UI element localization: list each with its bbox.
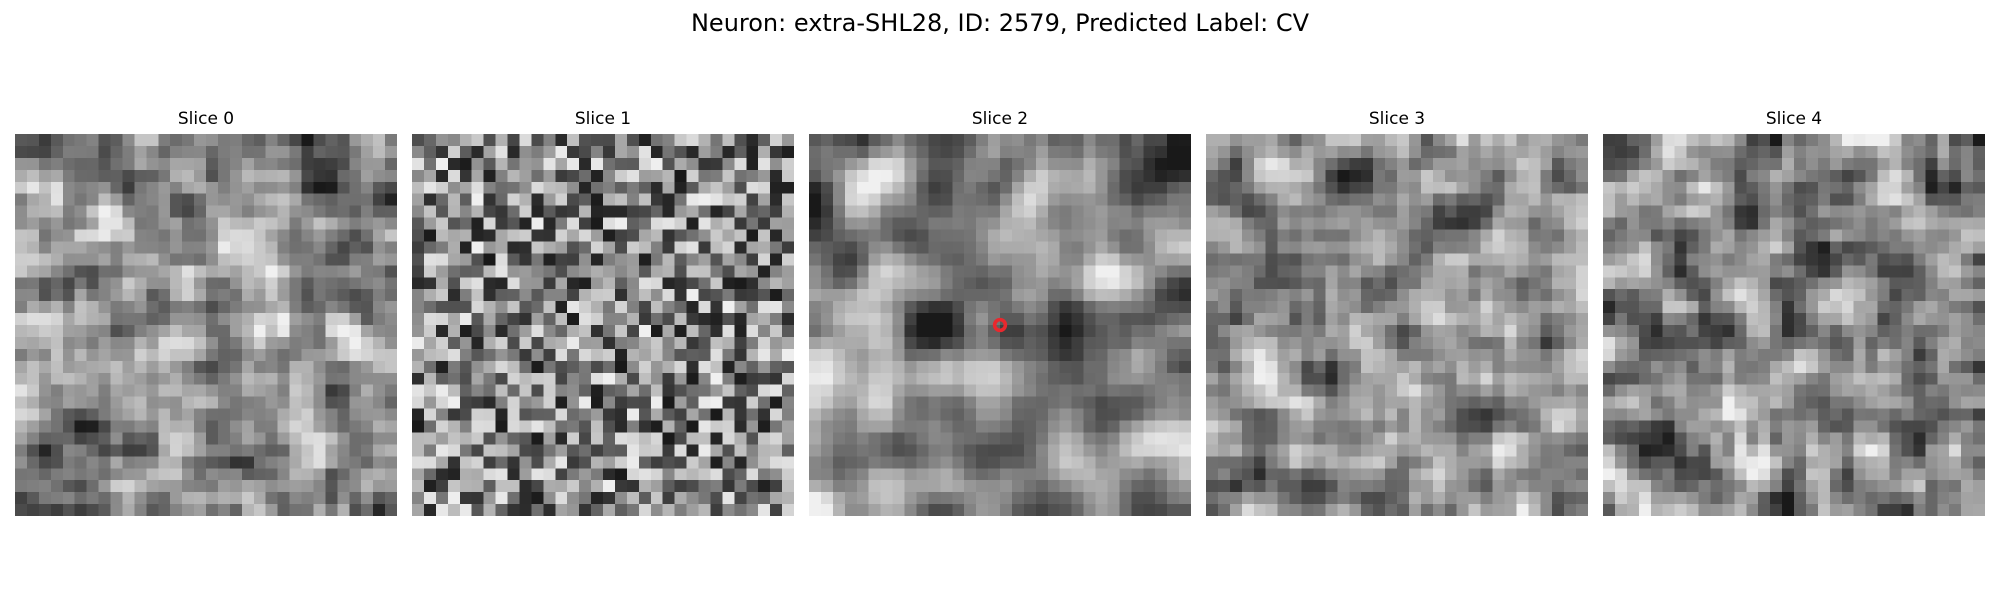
slice-image <box>412 134 794 516</box>
slice-title: Slice 1 <box>574 109 632 129</box>
slice-image <box>1603 134 1985 516</box>
slice-panel-0: Slice 0 <box>15 108 397 516</box>
slice-panel-3: Slice 3 <box>1206 108 1588 516</box>
slice-image <box>15 134 397 516</box>
center-marker-icon <box>992 317 1008 333</box>
slice-panel-4: Slice 4 <box>1603 108 1985 516</box>
slice-panel-1: Slice 1 <box>412 108 794 516</box>
slice-title: Slice 3 <box>1368 109 1426 129</box>
figure-title: Neuron: extra-SHL28, ID: 2579, Predicted… <box>690 9 1310 37</box>
slice-title: Slice 0 <box>177 109 235 129</box>
slice-panel-2: Slice 2 <box>809 108 1191 516</box>
slice-title: Slice 4 <box>1765 109 1823 129</box>
slice-image <box>1206 134 1588 516</box>
slice-title: Slice 2 <box>971 109 1029 129</box>
slice-image <box>809 134 1191 516</box>
